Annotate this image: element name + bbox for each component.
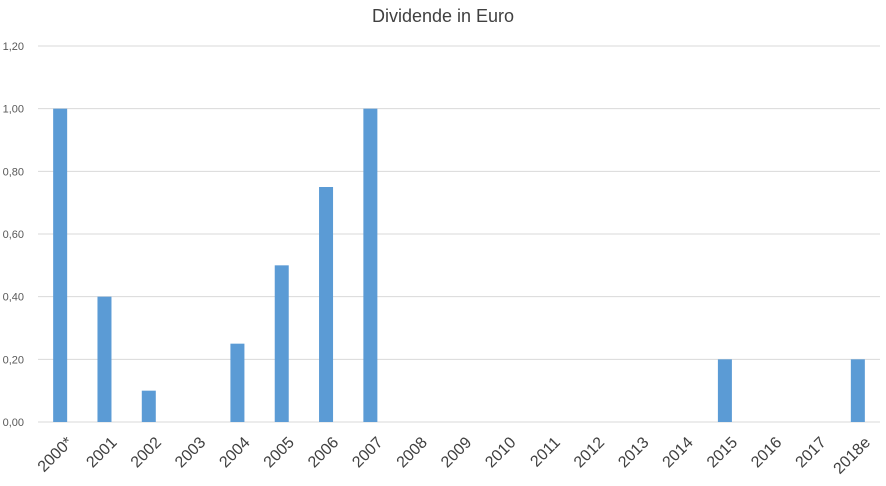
y-axis-ticks: 0,00 0,20 0,40 0,60 0,80 1,00 1,20	[3, 41, 24, 429]
x-tick-label: 2009	[438, 434, 475, 471]
bar-2004	[230, 343, 245, 422]
chart-title: Dividende in Euro	[371, 6, 515, 26]
x-tick-label: 2003	[172, 434, 209, 471]
bar-2005	[274, 265, 289, 422]
x-tick-label: 2018e	[831, 434, 875, 478]
bar-2015	[717, 359, 732, 422]
y-tick-label: 0,00	[3, 417, 24, 429]
bar-2018e	[850, 359, 865, 422]
y-tick-label: 1,20	[3, 41, 24, 53]
y-tick-label: 0,60	[3, 229, 24, 241]
x-tick-label: 2006	[305, 434, 342, 471]
bar-2006	[319, 187, 334, 422]
bar-2000*	[53, 108, 68, 423]
x-tick-label: 2011	[527, 434, 563, 470]
x-tick-label: 2001	[83, 434, 120, 471]
x-tick-label: 2008	[394, 434, 431, 471]
x-tick-label: 2005	[261, 434, 298, 471]
y-tick-label: 1,00	[3, 104, 24, 116]
y-tick-label: 0,40	[3, 292, 24, 304]
x-tick-label: 2007	[349, 434, 386, 471]
bar-2002	[141, 390, 156, 422]
gridlines	[38, 45, 880, 423]
x-tick-label: 2017	[793, 434, 830, 471]
x-tick-label: 2014	[660, 434, 697, 471]
x-tick-label: 2010	[482, 434, 519, 471]
x-tick-label: 2012	[571, 434, 608, 471]
x-tick-label: 2000*	[35, 434, 77, 476]
bar-2007	[363, 108, 378, 423]
bars	[53, 108, 865, 423]
y-tick-label: 0,80	[3, 166, 24, 178]
bar-2001	[97, 296, 112, 422]
x-tick-label: 2002	[128, 434, 165, 471]
x-axis-ticks: 2000* 2001 2002 2003 2004 2005 2006 2007 2008 200…	[35, 434, 874, 478]
x-tick-label: 2015	[704, 434, 741, 471]
x-tick-label: 2013	[615, 434, 652, 471]
x-tick-label: 2004	[216, 434, 253, 471]
y-tick-label: 0,20	[3, 354, 24, 366]
x-tick-label: 2016	[748, 434, 785, 471]
